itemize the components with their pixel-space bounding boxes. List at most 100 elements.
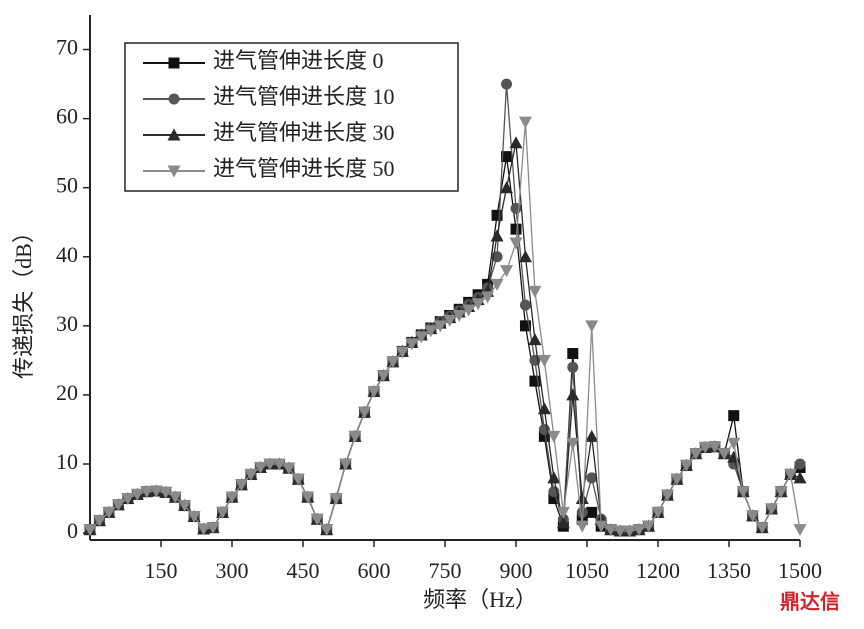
marker bbox=[538, 430, 550, 442]
marker bbox=[424, 325, 438, 338]
marker bbox=[168, 57, 180, 69]
marker bbox=[159, 486, 173, 499]
marker bbox=[501, 78, 513, 90]
x-tick-label: 150 bbox=[145, 558, 178, 583]
marker bbox=[528, 285, 542, 298]
marker bbox=[736, 486, 750, 499]
marker bbox=[367, 385, 381, 398]
legend-label: 进气管伸进长度 50 bbox=[213, 156, 395, 181]
marker bbox=[168, 93, 180, 105]
marker bbox=[765, 503, 779, 516]
marker bbox=[576, 506, 588, 518]
x-tick-label: 450 bbox=[287, 558, 320, 583]
marker bbox=[471, 298, 485, 311]
y-tick-label: 30 bbox=[56, 311, 78, 336]
marker bbox=[642, 520, 656, 533]
marker bbox=[793, 471, 807, 484]
marker bbox=[167, 165, 181, 178]
marker bbox=[320, 524, 334, 537]
marker bbox=[556, 516, 570, 529]
x-tick-label: 600 bbox=[358, 558, 391, 583]
marker bbox=[623, 525, 637, 538]
marker bbox=[784, 468, 798, 481]
marker bbox=[537, 402, 551, 415]
marker bbox=[263, 458, 277, 471]
marker bbox=[728, 410, 740, 422]
marker bbox=[632, 524, 646, 537]
marker bbox=[698, 441, 712, 454]
marker bbox=[490, 278, 504, 291]
marker bbox=[168, 491, 182, 504]
marker bbox=[130, 488, 144, 501]
marker bbox=[660, 489, 674, 502]
marker bbox=[225, 491, 239, 504]
marker bbox=[547, 471, 561, 484]
marker bbox=[556, 506, 570, 519]
marker bbox=[301, 491, 315, 504]
marker bbox=[586, 506, 598, 518]
marker bbox=[755, 522, 769, 535]
marker bbox=[178, 499, 192, 512]
marker bbox=[490, 229, 504, 242]
marker bbox=[405, 338, 419, 351]
series-line bbox=[89, 142, 801, 532]
marker bbox=[547, 430, 561, 443]
marker bbox=[586, 472, 598, 484]
legend-label: 进气管伸进长度 30 bbox=[213, 120, 395, 145]
marker bbox=[140, 486, 154, 499]
y-tick-label: 70 bbox=[56, 35, 78, 60]
marker bbox=[386, 356, 400, 369]
y-tick-label: 10 bbox=[56, 449, 78, 474]
marker bbox=[679, 459, 693, 472]
marker bbox=[433, 320, 447, 333]
y-tick-label: 40 bbox=[56, 242, 78, 267]
marker bbox=[670, 473, 684, 486]
marker bbox=[717, 448, 731, 461]
marker bbox=[216, 506, 230, 519]
marker bbox=[510, 223, 522, 235]
marker bbox=[689, 448, 703, 461]
marker bbox=[291, 473, 305, 486]
marker bbox=[567, 361, 579, 373]
x-tick-label: 1500 bbox=[778, 558, 822, 583]
legend-box bbox=[124, 42, 459, 192]
marker bbox=[83, 524, 97, 537]
marker bbox=[481, 291, 495, 304]
legend-label: 进气管伸进长度 0 bbox=[213, 48, 384, 73]
x-tick-label: 300 bbox=[216, 558, 249, 583]
marker bbox=[594, 520, 608, 533]
marker bbox=[443, 314, 457, 327]
marker bbox=[794, 458, 806, 470]
marker bbox=[529, 375, 541, 387]
marker bbox=[197, 523, 211, 536]
marker bbox=[774, 486, 788, 499]
marker bbox=[167, 128, 181, 141]
marker bbox=[244, 468, 258, 481]
marker bbox=[310, 513, 324, 526]
x-tick-label: 1200 bbox=[636, 558, 680, 583]
marker bbox=[518, 250, 532, 263]
x-tick-label: 1050 bbox=[565, 558, 609, 583]
marker bbox=[111, 499, 125, 512]
marker bbox=[358, 406, 372, 419]
y-axis-label: 传递损失（dB） bbox=[11, 221, 36, 379]
marker bbox=[414, 331, 428, 344]
marker bbox=[793, 524, 807, 537]
marker bbox=[339, 458, 353, 471]
marker bbox=[92, 515, 106, 528]
marker bbox=[452, 309, 466, 322]
y-tick-label: 60 bbox=[56, 104, 78, 129]
marker bbox=[727, 437, 741, 450]
watermark: 鼎达信 bbox=[780, 590, 840, 614]
marker bbox=[329, 493, 343, 506]
marker bbox=[187, 511, 201, 524]
x-tick-label: 900 bbox=[500, 558, 533, 583]
y-tick-label: 0 bbox=[67, 518, 78, 543]
marker bbox=[462, 304, 476, 317]
marker bbox=[272, 458, 286, 471]
marker bbox=[500, 265, 514, 278]
marker bbox=[509, 237, 523, 250]
marker bbox=[509, 136, 523, 149]
marker bbox=[585, 320, 599, 333]
